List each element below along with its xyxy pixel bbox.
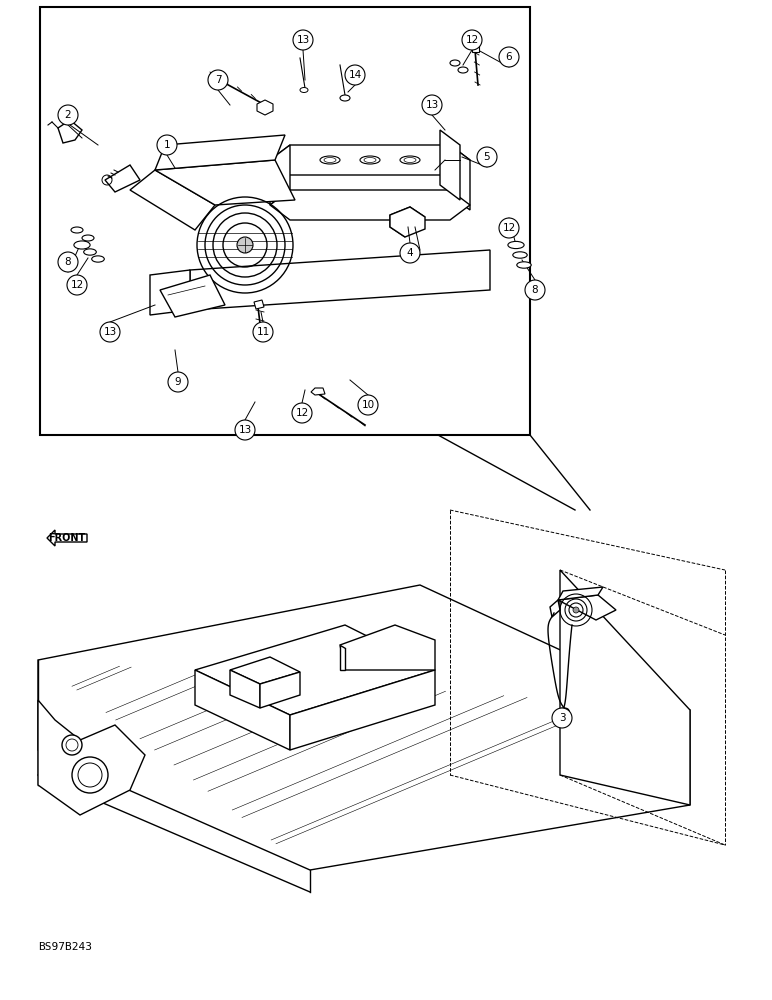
Ellipse shape [82, 235, 94, 241]
Polygon shape [230, 670, 260, 708]
Circle shape [58, 105, 78, 125]
Text: 10: 10 [361, 400, 374, 410]
Circle shape [573, 607, 579, 613]
Circle shape [58, 252, 78, 272]
Polygon shape [195, 625, 435, 715]
Text: 8: 8 [532, 285, 538, 295]
Polygon shape [270, 190, 470, 220]
Ellipse shape [92, 256, 104, 262]
Text: 6: 6 [506, 52, 513, 62]
Polygon shape [450, 145, 470, 210]
Polygon shape [560, 570, 690, 805]
Circle shape [525, 280, 545, 300]
Circle shape [499, 218, 519, 238]
Polygon shape [38, 700, 145, 815]
Polygon shape [290, 670, 435, 750]
Polygon shape [230, 657, 300, 684]
Polygon shape [311, 388, 325, 395]
Circle shape [345, 65, 365, 85]
Circle shape [499, 47, 519, 67]
Ellipse shape [400, 156, 420, 164]
Text: 7: 7 [215, 75, 222, 85]
Text: 9: 9 [174, 377, 181, 387]
Polygon shape [190, 250, 490, 310]
Ellipse shape [74, 241, 90, 249]
Polygon shape [270, 145, 470, 175]
Polygon shape [195, 670, 290, 750]
Text: 8: 8 [65, 257, 71, 267]
Polygon shape [47, 530, 87, 546]
Circle shape [100, 322, 120, 342]
Circle shape [62, 735, 82, 755]
Polygon shape [130, 170, 215, 230]
Polygon shape [38, 585, 690, 870]
Circle shape [422, 95, 442, 115]
Polygon shape [558, 587, 603, 600]
Polygon shape [390, 207, 425, 225]
Ellipse shape [71, 227, 83, 233]
Polygon shape [550, 600, 560, 617]
Polygon shape [472, 45, 479, 52]
Ellipse shape [516, 262, 531, 268]
Polygon shape [558, 595, 616, 620]
Ellipse shape [513, 252, 527, 258]
Ellipse shape [458, 67, 468, 73]
Polygon shape [260, 672, 300, 708]
Circle shape [292, 403, 312, 423]
Polygon shape [254, 300, 264, 309]
Circle shape [358, 395, 378, 415]
Text: 12: 12 [296, 408, 309, 418]
Text: 3: 3 [559, 713, 565, 723]
Circle shape [72, 757, 108, 793]
Circle shape [552, 708, 572, 728]
Circle shape [208, 70, 228, 90]
FancyBboxPatch shape [40, 7, 530, 435]
Circle shape [253, 322, 273, 342]
Text: 2: 2 [65, 110, 71, 120]
Polygon shape [270, 145, 290, 205]
Circle shape [67, 275, 87, 295]
Polygon shape [257, 100, 273, 115]
Text: BS97B243: BS97B243 [38, 942, 92, 952]
Text: 12: 12 [466, 35, 479, 45]
Circle shape [168, 372, 188, 392]
Ellipse shape [508, 241, 524, 249]
Text: 12: 12 [70, 280, 83, 290]
Polygon shape [155, 135, 285, 170]
Ellipse shape [360, 156, 380, 164]
Polygon shape [150, 270, 190, 315]
Polygon shape [160, 275, 225, 317]
Text: 13: 13 [103, 327, 117, 337]
Ellipse shape [83, 249, 96, 255]
Text: 5: 5 [484, 152, 490, 162]
Circle shape [462, 30, 482, 50]
Circle shape [235, 420, 255, 440]
Circle shape [477, 147, 497, 167]
Circle shape [237, 237, 253, 253]
Text: 12: 12 [503, 223, 516, 233]
Ellipse shape [340, 95, 350, 101]
Circle shape [293, 30, 313, 50]
Polygon shape [440, 130, 460, 200]
Polygon shape [105, 165, 140, 192]
Text: 4: 4 [407, 248, 413, 258]
Circle shape [400, 243, 420, 263]
Ellipse shape [320, 156, 340, 164]
Text: 13: 13 [296, 35, 310, 45]
Circle shape [157, 135, 177, 155]
Ellipse shape [300, 88, 308, 93]
Text: 13: 13 [425, 100, 438, 110]
Polygon shape [340, 625, 435, 670]
Text: 14: 14 [348, 70, 361, 80]
Polygon shape [155, 160, 295, 205]
Text: 13: 13 [239, 425, 252, 435]
Text: FRONT: FRONT [49, 533, 86, 543]
Polygon shape [390, 215, 405, 237]
Polygon shape [58, 120, 82, 143]
Polygon shape [340, 645, 345, 670]
Polygon shape [390, 207, 425, 237]
Text: 1: 1 [164, 140, 171, 150]
Ellipse shape [450, 60, 460, 66]
Text: 11: 11 [256, 327, 269, 337]
